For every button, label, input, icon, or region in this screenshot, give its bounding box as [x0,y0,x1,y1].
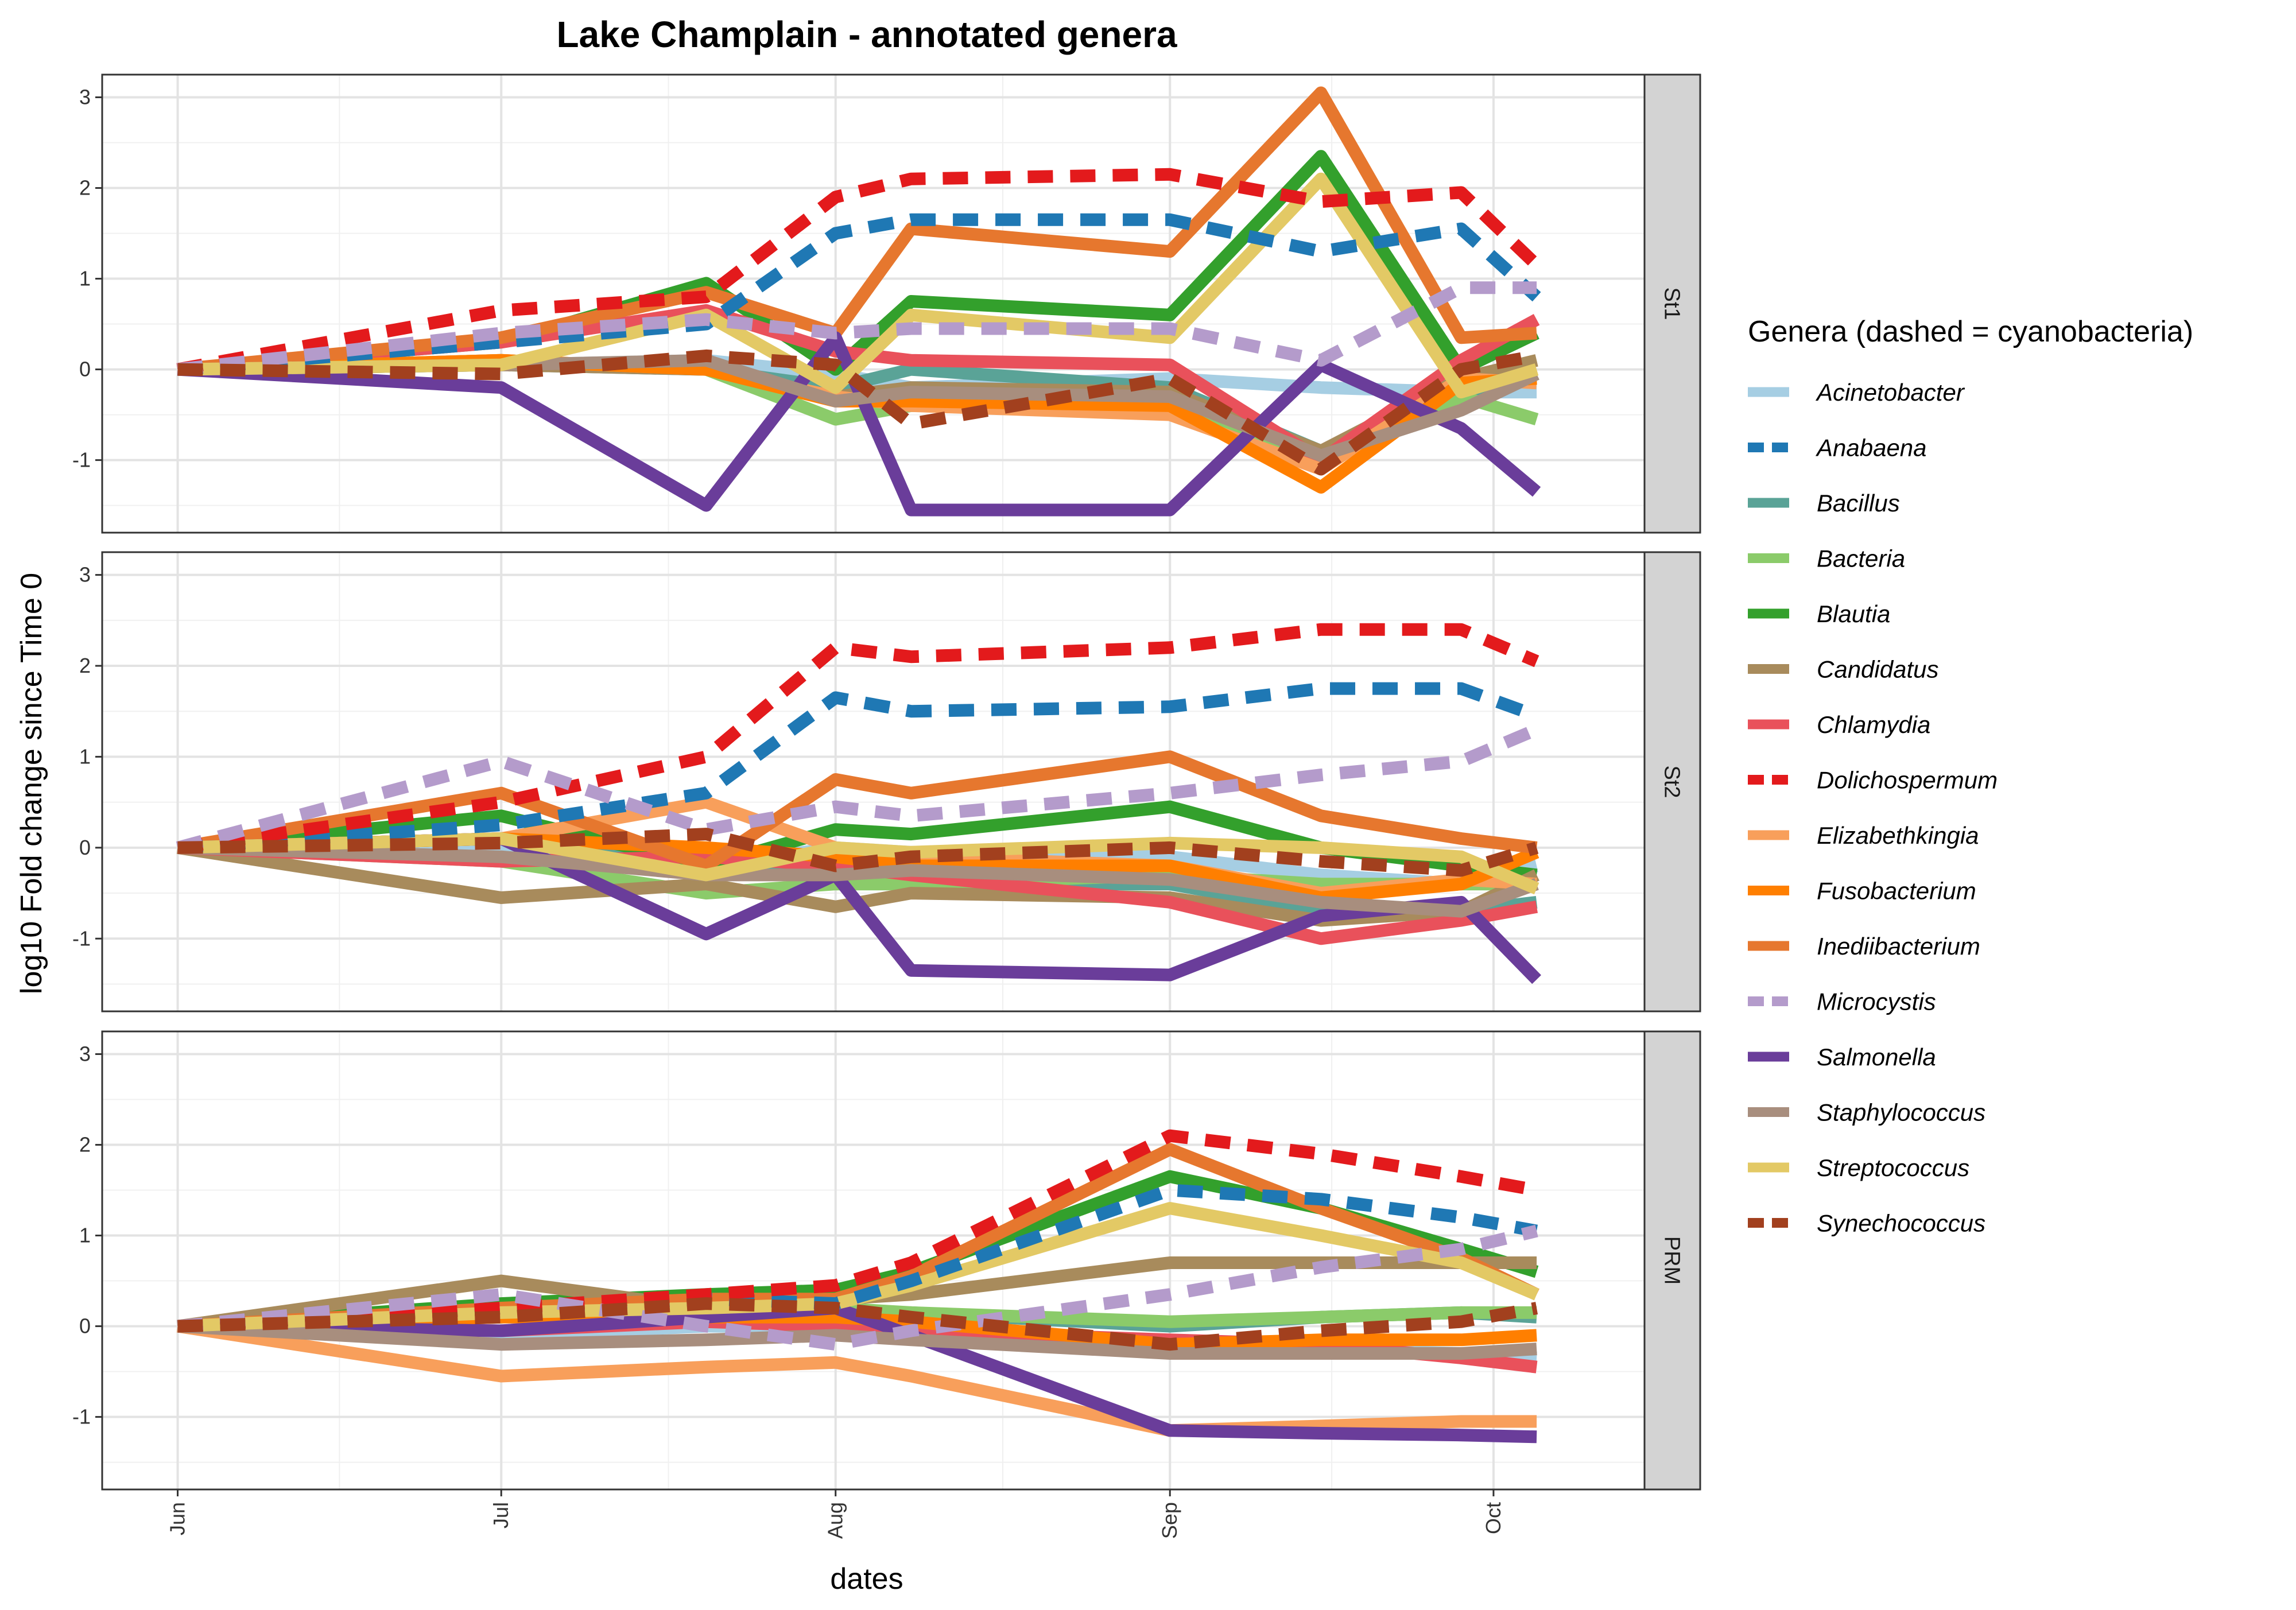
series-line-salmonella [177,331,1541,517]
legend-item: Elizabethkingia [1748,822,1979,849]
legend-label: Chlamydia [1817,711,1930,738]
series-line-elizabethkingia [176,1320,1537,1437]
legend-label: Streptococcus [1817,1154,1969,1181]
legend-item: Dolichospermum [1748,767,1998,794]
facet-strip [1643,551,1701,1012]
legend-item: Inediibacterium [1748,933,1980,960]
series-line-staphylococcus [177,1320,1537,1360]
panel-st2: -1 0 1 2 3 St2 [72,551,1701,1012]
x-tick-label: Jun [166,1502,189,1535]
series-line-microcystis [177,1224,1538,1351]
series-line-anabaena [177,213,1541,376]
legend-label: Acinetobacter [1815,379,1965,406]
y-tick-label: 1 [79,1224,91,1247]
series-line-candidatus [176,1256,1537,1333]
legend-label: Dolichospermum [1817,767,1998,794]
legend-label: Bacteria [1817,545,1905,572]
facet-strip-label: St1 [1660,287,1684,320]
facet-strip [1643,1030,1701,1491]
x-tick-label: Sep [1158,1502,1181,1539]
series-line-synechococcus [177,828,1539,877]
legend-item: Salmonella [1748,1043,1936,1070]
y-tick-label: 3 [79,1042,91,1066]
series-line-microcystis [176,723,1539,854]
legend-label: Staphylococcus [1817,1099,1985,1126]
chart-title: Lake Champlain - annotated genera [556,14,1177,55]
legend-item: Anabaena [1748,434,1927,461]
series-lines [176,623,1541,984]
series-line-microcystis [177,281,1537,376]
legend-item: Staphylococcus [1748,1099,1985,1126]
legend-item: Bacillus [1748,490,1900,517]
facet-strip-label: St2 [1660,765,1684,798]
series-line-anabaena [177,682,1539,854]
legend-title: Genera (dashed = cyanobacteria) [1748,315,2193,348]
legend-item: Fusobacterium [1748,878,1976,905]
legend-label: Elizabethkingia [1817,822,1979,849]
legend-item: Microcystis [1748,988,1936,1015]
legend-label: Bacillus [1817,490,1900,517]
legend-label: Fusobacterium [1817,878,1976,905]
panel-prm: -1 0 1 2 3 PRM [72,1030,1701,1491]
series-line-dolichospermum [176,623,1539,854]
facet-strip-label: PRM [1660,1236,1684,1285]
x-axis-ticks: Jun Jul Aug Sep Oct [166,1489,1505,1539]
legend-item: Synechococcus [1748,1210,1985,1237]
panels-layer: -1 0 1 2 3 St1 -1 0 1 2 3 St2 -1 0 1 2 3 PRM [72,73,1701,1491]
series-line-synechococcus [177,349,1538,476]
y-tick-label: -1 [72,448,91,472]
series-line-synechococcus [177,1297,1538,1351]
y-tick-label: 3 [79,86,91,109]
y-tick-label: -1 [72,926,91,950]
y-tick-label: 0 [79,836,91,859]
y-tick-label: 2 [79,176,91,200]
series-line-streptococcus [177,172,1539,399]
legend: Genera (dashed = cyanobacteria) Acinetob… [1748,315,2193,1237]
legend-item: Acinetobacter [1748,379,1965,406]
series-lines [176,1129,1539,1444]
legend-label: Salmonella [1817,1043,1936,1070]
x-tick-label: Oct [1481,1502,1505,1534]
y-tick-label: 3 [79,563,91,587]
legend-item: Bacteria [1748,545,1905,572]
legend-label: Synechococcus [1817,1210,1985,1237]
legend-label: Candidatus [1817,656,1938,683]
x-tick-label: Jul [489,1502,513,1528]
legend-item: Streptococcus [1748,1154,1969,1181]
y-tick-label: 0 [79,358,91,381]
y-tick-label: 1 [79,744,91,768]
y-axis-title: log10 Fold change since Time 0 [15,573,48,994]
x-tick-label: Aug [824,1502,847,1539]
legend-label: Microcystis [1817,988,1936,1015]
series-line-staphylococcus [177,841,1539,918]
y-tick-label: 2 [79,654,91,677]
facet-strip [1643,73,1701,534]
legend-item: Candidatus [1748,656,1938,683]
panel-st1: -1 0 1 2 3 St1 [72,73,1701,534]
y-tick-label: 1 [79,267,91,290]
series-line-dolichospermum [176,168,1541,376]
legend-item: Chlamydia [1748,711,1930,738]
legend-label: Inediibacterium [1817,933,1980,960]
y-tick-label: 0 [79,1314,91,1338]
y-tick-label: 2 [79,1133,91,1157]
legend-label: Anabaena [1815,434,1927,461]
panel-background [102,75,1645,533]
legend-label: Blautia [1817,600,1890,627]
x-axis-title: dates [830,1562,903,1596]
legend-item: Blautia [1748,600,1890,627]
y-tick-label: -1 [72,1405,91,1429]
series-lines [176,86,1541,517]
